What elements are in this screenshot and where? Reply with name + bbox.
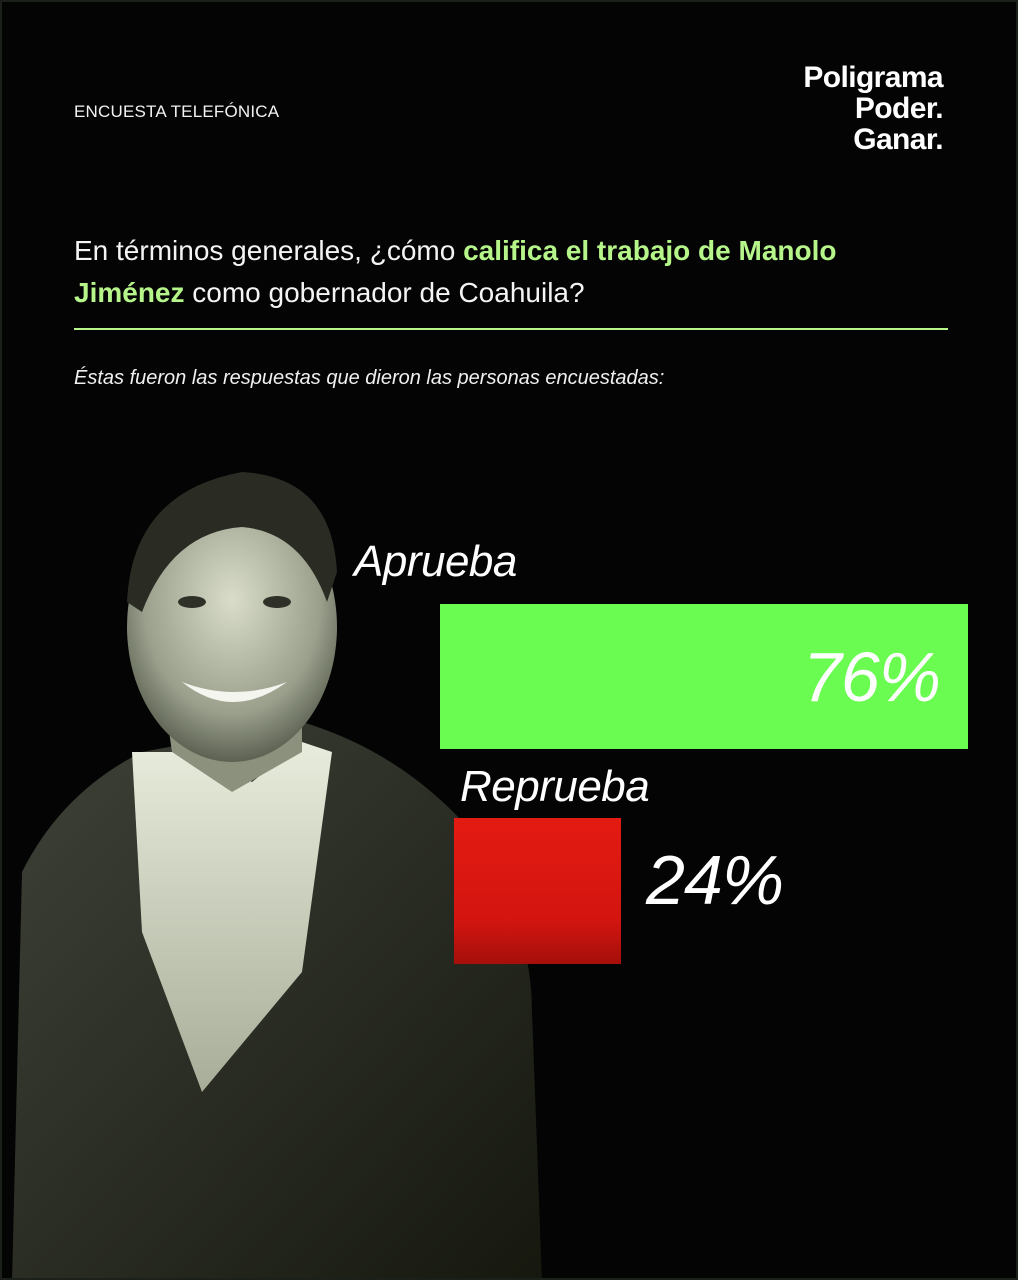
governor-portrait — [2, 452, 542, 1278]
brand-line: Poder. — [854, 92, 944, 125]
survey-question: En términos generales, ¿cómo califica el… — [74, 230, 954, 314]
question-text-end: como gobernador de Coahuila? — [184, 277, 585, 308]
portrait-illustration — [12, 472, 542, 1278]
value-label-aprueba: 76% — [802, 638, 941, 716]
brand-line: Ganar. — [853, 123, 943, 156]
results-subtitle: Éstas fueron las respuestas que dieron l… — [74, 367, 665, 389]
question-highlight: califica el trabajo de Manolo Jiménez — [74, 235, 837, 308]
question-text: En términos generales, ¿cómo — [74, 235, 464, 266]
divider-line — [74, 328, 948, 330]
brand-line: Poligrama — [803, 61, 943, 94]
brand-logo: Poligrama Poder. Ganar. — [803, 62, 943, 155]
survey-type-label: ENCUESTA TELEFÓNICA — [74, 102, 280, 121]
value-label-reprueba: 24% — [646, 841, 784, 919]
